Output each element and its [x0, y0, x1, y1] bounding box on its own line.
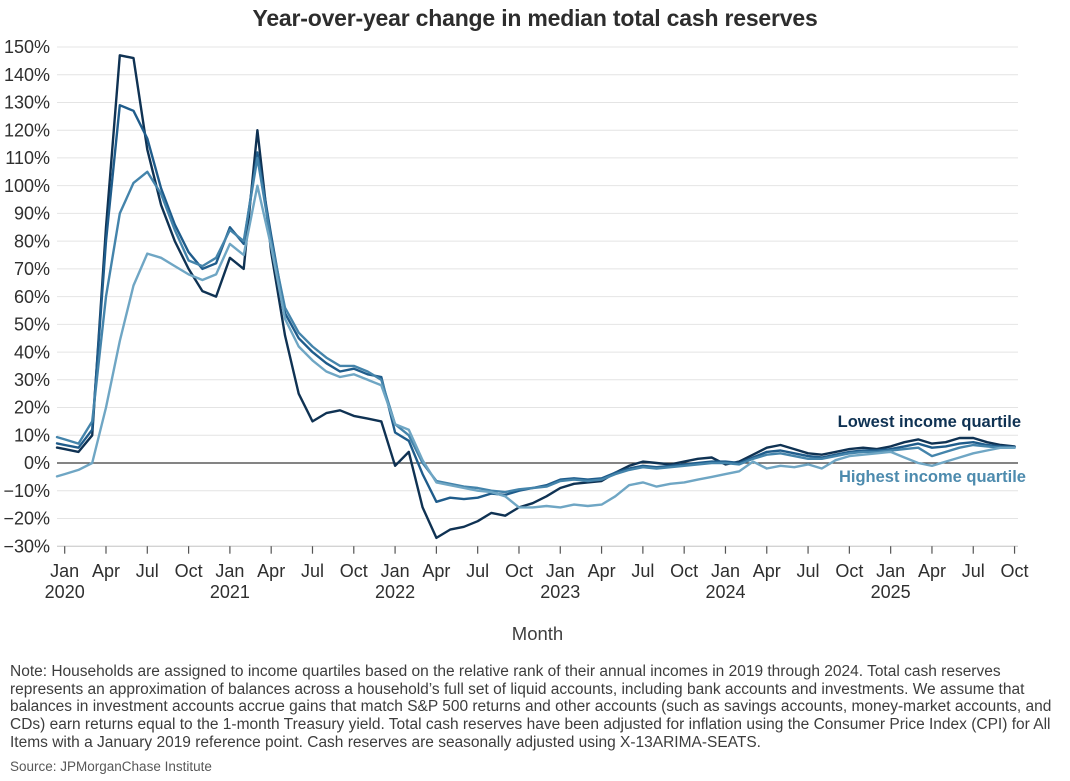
series-line-lowest-income-quartile: [55, 54, 1016, 540]
x-tick-year-label: 2024: [705, 582, 745, 602]
x-tick-month-label: Jan: [546, 561, 575, 581]
series-line-second-income-quartile-unlabeled: [55, 103, 1016, 503]
y-tick-label: 100%: [4, 176, 50, 196]
y-tick-label: −30%: [3, 536, 50, 556]
y-tick-label: 80%: [14, 231, 50, 251]
y-tick-label: −10%: [3, 481, 50, 501]
x-tick-year-label: 2020: [45, 582, 85, 602]
x-tick-month-label: Jul: [136, 561, 159, 581]
y-tick-label: 90%: [14, 204, 50, 224]
x-tick-month-label: Apr: [92, 561, 120, 581]
y-tick-label: 120%: [4, 120, 50, 140]
x-tick-month-label: Oct: [175, 561, 203, 581]
x-tick-month-label: Apr: [753, 561, 781, 581]
x-tick-year-label: 2022: [375, 582, 415, 602]
y-tick-label: 70%: [14, 259, 50, 279]
chart-title: Year-over-year change in median total ca…: [252, 5, 818, 31]
x-tick-month-label: Jan: [215, 561, 244, 581]
series-line-highest-income-quartile: [55, 184, 1016, 509]
y-tick-label: −20%: [3, 509, 50, 529]
x-tick-month-label: Jul: [631, 561, 654, 581]
x-tick-month-label: Oct: [340, 561, 368, 581]
series-line-third-income-quartile-unlabeled: [55, 156, 1016, 494]
y-tick-label: 150%: [4, 37, 50, 57]
x-tick-month-label: Oct: [670, 561, 698, 581]
x-tick-year-label: 2021: [210, 582, 250, 602]
x-tick-month-label: Jul: [962, 561, 985, 581]
x-axis-title: Month: [512, 623, 563, 644]
y-tick-label: 30%: [14, 370, 50, 390]
y-tick-label: 40%: [14, 342, 50, 362]
annotation-lowest-income-quartile: Lowest income quartile: [838, 413, 1021, 431]
x-tick-month-label: Oct: [505, 561, 533, 581]
x-tick-month-label: Oct: [1001, 561, 1029, 581]
x-tick-month-label: Apr: [588, 561, 616, 581]
x-tick-month-label: Apr: [918, 561, 946, 581]
y-tick-label: 110%: [5, 148, 50, 168]
y-tick-label: 140%: [4, 65, 50, 85]
x-tick-month-label: Jan: [876, 561, 905, 581]
x-tick-month-label: Jan: [50, 561, 79, 581]
x-tick-month-label: Jul: [301, 561, 324, 581]
y-tick-label: 0%: [24, 453, 50, 473]
line-chart: −30% −20% −10% 0% 10% 20% 30% 40% 50% 60% 70% 80% 90…: [3, 37, 1029, 644]
y-tick-label: 10%: [14, 425, 50, 445]
note-text: Note: Households are assigned to income …: [10, 663, 1052, 751]
x-tick-month-label: Oct: [835, 561, 863, 581]
x-tick-month-label: Jan: [381, 561, 410, 581]
x-tick-month-label: Jul: [466, 561, 489, 581]
y-tick-label: 130%: [4, 93, 50, 113]
x-tick-month-label: Apr: [422, 561, 450, 581]
source-text: Source: JPMorganChase Institute: [10, 759, 212, 774]
x-tick-year-label: 2023: [540, 582, 580, 602]
x-tick-year-label: 2025: [871, 582, 911, 602]
y-tick-label: 60%: [14, 287, 50, 307]
y-tick-label: 50%: [14, 315, 50, 335]
x-tick-month-label: Jan: [711, 561, 740, 581]
x-tick-month-label: Apr: [257, 561, 285, 581]
x-tick-month-label: Jul: [797, 561, 820, 581]
annotation-highest-income-quartile: Highest income quartile: [839, 468, 1026, 486]
y-tick-label: 20%: [14, 398, 50, 418]
